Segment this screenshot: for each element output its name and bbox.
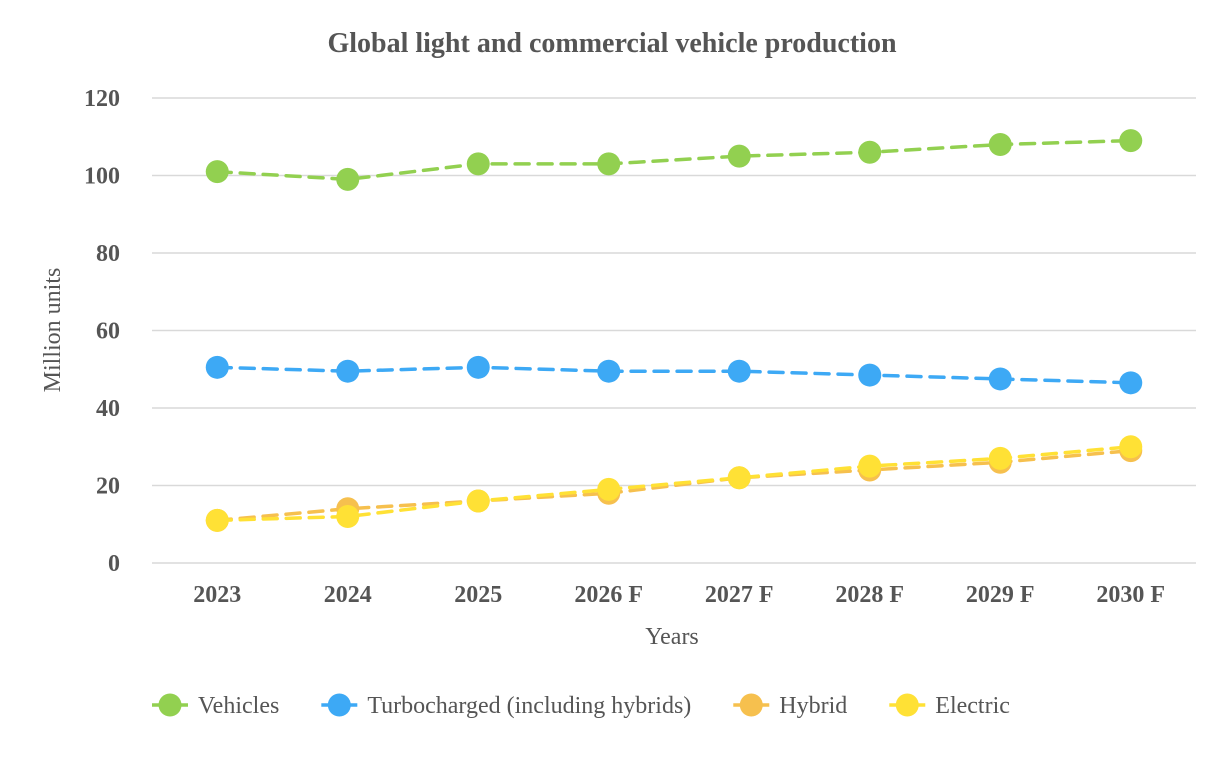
legend-label: Turbocharged (including hybrids) — [367, 693, 691, 719]
data-point — [727, 144, 751, 168]
y-tick-label: 20 — [96, 474, 120, 500]
legend-marker — [739, 693, 763, 717]
y-tick-label: 100 — [84, 164, 120, 190]
data-point — [336, 359, 360, 383]
series-line — [215, 365, 1133, 385]
data-point — [1119, 435, 1143, 459]
x-tick-label: 2028 F — [835, 582, 904, 608]
legend-item: Turbocharged (including hybrids) — [321, 693, 691, 719]
data-point — [727, 359, 751, 383]
data-point — [205, 160, 229, 184]
data-point — [988, 446, 1012, 470]
y-tick-label: 120 — [84, 86, 120, 112]
data-point — [858, 454, 882, 478]
data-point — [858, 140, 882, 164]
data-point — [597, 477, 621, 501]
y-axis-label: Million units — [40, 268, 66, 393]
series-line — [215, 138, 1133, 182]
series-3 — [205, 435, 1143, 532]
series-0 — [205, 129, 1143, 191]
series-layer — [205, 129, 1143, 532]
y-tick-label: 0 — [108, 551, 120, 577]
y-tick-label: 80 — [96, 241, 120, 267]
y-tick-label: 40 — [96, 396, 120, 422]
series-line — [215, 445, 1133, 523]
data-point — [988, 133, 1012, 156]
y-axis-ticks: 0 20 40 60 80 100 120 — [84, 86, 120, 577]
data-point — [336, 167, 360, 191]
legend-item: Hybrid — [733, 693, 847, 719]
x-tick-label: 2026 F — [574, 582, 643, 608]
data-point — [205, 508, 229, 532]
gridlines — [152, 97, 1196, 564]
x-tick-label: 2030 F — [1096, 582, 1165, 608]
legend-marker — [895, 693, 919, 717]
data-point — [727, 466, 751, 490]
x-tick-label: 2029 F — [966, 582, 1035, 608]
legend-label: Vehicles — [198, 693, 279, 719]
legend-item: Electric — [889, 693, 1010, 719]
series-1 — [205, 355, 1143, 395]
data-point — [1119, 371, 1143, 395]
legend-label: Electric — [935, 693, 1010, 719]
data-point — [597, 152, 621, 176]
data-point — [858, 363, 882, 387]
x-axis-label: Years — [645, 624, 699, 650]
data-point — [466, 489, 490, 513]
legend-label: Hybrid — [779, 693, 847, 719]
data-point — [988, 367, 1012, 391]
data-point — [1119, 129, 1143, 153]
legend-marker — [327, 693, 351, 717]
data-point — [466, 152, 490, 176]
x-tick-label: 2024 — [324, 582, 372, 608]
legend-marker — [158, 693, 182, 717]
x-tick-label: 2023 — [193, 582, 241, 608]
legend: Vehicles Turbocharged (including hybrids)… — [152, 693, 1010, 719]
legend-item: Vehicles — [152, 693, 279, 719]
data-point — [466, 355, 490, 379]
x-tick-label: 2025 — [454, 582, 502, 608]
x-tick-label: 2027 F — [705, 582, 774, 608]
data-point — [205, 355, 229, 379]
data-point — [336, 505, 360, 528]
series-line — [215, 448, 1133, 523]
data-point — [597, 359, 621, 383]
chart-title: Global light and commercial vehicle prod… — [327, 28, 897, 59]
x-axis-ticks: 2023 2024 2025 2026 F 2027 F 2028 F 2029 F 2030… — [193, 582, 1165, 608]
y-tick-label: 60 — [96, 319, 120, 345]
